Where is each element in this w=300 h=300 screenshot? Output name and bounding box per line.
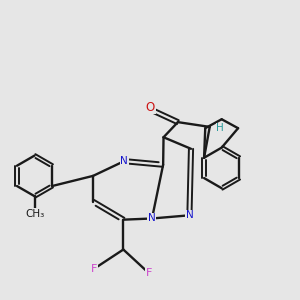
Text: H: H — [216, 123, 224, 134]
Text: N: N — [120, 156, 128, 166]
Text: N: N — [148, 214, 156, 224]
Text: CH₃: CH₃ — [25, 209, 44, 219]
Text: F: F — [146, 268, 152, 278]
Text: F: F — [91, 264, 98, 274]
Text: O: O — [146, 101, 155, 114]
Text: N: N — [185, 210, 193, 220]
